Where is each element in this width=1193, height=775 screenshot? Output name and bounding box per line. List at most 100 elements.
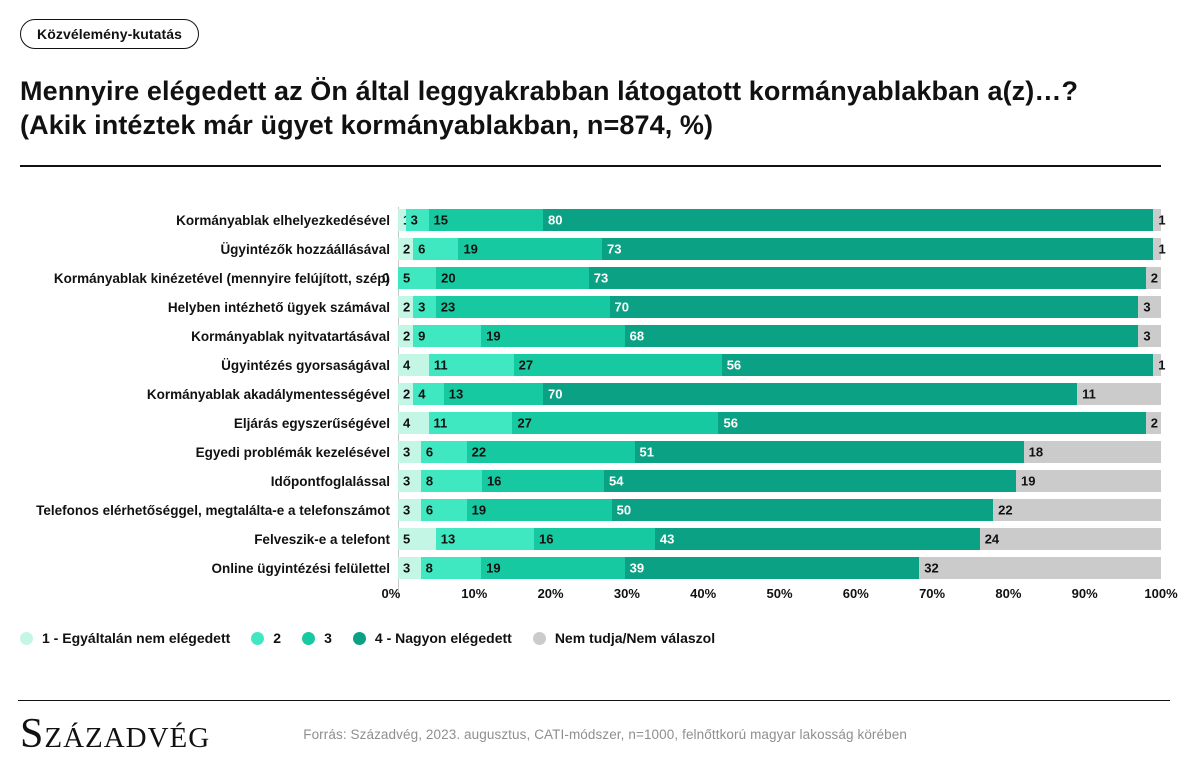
bar-segment: 39 <box>624 557 920 579</box>
bar-segment: 3 <box>398 470 421 492</box>
bar-segment: 1 <box>1153 238 1166 260</box>
bar-segment: 43 <box>654 528 980 550</box>
segment-value-label: 1 <box>1158 241 1166 257</box>
bar-segment: 2 <box>398 325 414 347</box>
bar-segment: 5 <box>398 267 437 289</box>
bar-segment: 11 <box>428 354 514 376</box>
category-label: Kormányablak nyitvatartásával <box>191 328 390 344</box>
legend-color-dot <box>352 631 366 645</box>
segment-value-label: 27 <box>518 357 534 373</box>
segment-value-label: 39 <box>629 560 645 576</box>
bar-segment: 18 <box>1023 441 1161 463</box>
x-axis-tick-label: 0% <box>381 586 401 601</box>
page-title-line1: Mennyire elégedett az Ön által leggyakra… <box>20 76 1079 106</box>
segment-value-label: 18 <box>1028 444 1044 460</box>
stacked-bar: 3 6 22 51 18 <box>398 441 1161 463</box>
x-axis-tick-label: 90% <box>1071 586 1098 601</box>
segment-value-label: 4 <box>418 386 426 402</box>
bar-segment: 3 <box>413 296 436 318</box>
bar-segment: 4 <box>398 354 429 376</box>
segment-value-label: 51 <box>639 444 654 460</box>
x-axis-tick-label: 50% <box>766 586 793 601</box>
chart-rows: Kormányablak elhelyezkedésével1315801Ügy… <box>20 209 1166 579</box>
segment-value-label: 23 <box>440 299 456 315</box>
x-axis-tick-label: 20% <box>537 586 564 601</box>
segment-value-label: 16 <box>538 531 554 547</box>
segment-value-label: 6 <box>418 241 426 257</box>
segment-value-label: 9 <box>418 328 426 344</box>
segment-value-label: 15 <box>433 212 448 228</box>
segment-value-label: 5 <box>403 270 411 286</box>
stacked-bar: 2 6 19 73 1 <box>398 238 1166 260</box>
survey-type-badge-label: Közvélemény-kutatás <box>37 26 183 42</box>
bar-segment: 20 <box>436 267 589 289</box>
bar-segment: 3 <box>405 209 429 231</box>
x-axis-tick-label: 70% <box>919 586 946 601</box>
bar-segment: 70 <box>609 296 1139 318</box>
segment-value-label: 50 <box>616 502 632 518</box>
page-title: Mennyire elégedett az Ön által leggyakra… <box>20 74 1161 142</box>
bar-segment: 19 <box>466 499 612 521</box>
legend-label: 3 <box>324 630 332 646</box>
legend-color-dot <box>302 631 316 645</box>
segment-value-label: 32 <box>924 560 939 576</box>
chart-row: Telefonos elérhetőséggel, megtalálta-e a… <box>20 499 1161 521</box>
footer-divider <box>18 700 1170 701</box>
segment-value-label: 70 <box>547 386 563 402</box>
bar-segment: 11 <box>1077 383 1161 405</box>
stacked-bar: 3 8 19 39 32 <box>398 557 1161 579</box>
bar-segment: 80 <box>542 209 1154 231</box>
footer: Századvég Forrás: Századvég, 2023. augus… <box>20 708 1170 760</box>
chart-row: Ügyintézők hozzáállásával 2 6 19 73 1 <box>20 238 1166 260</box>
bar-segment: 4 <box>413 383 444 405</box>
header-divider <box>20 165 1161 167</box>
segment-value-label: 2 <box>403 328 411 344</box>
legend-item: 2 <box>251 630 281 646</box>
stacked-bar: 3 6 19 50 22 <box>398 499 1161 521</box>
x-axis-tick-label: 80% <box>995 586 1022 601</box>
segment-value-label: 22 <box>998 502 1013 518</box>
bar-segment: 73 <box>601 238 1154 260</box>
legend-item: 4 - Nagyon elégedett <box>352 630 512 646</box>
bar-segment: 1 <box>1153 354 1166 376</box>
segment-value-label: 11 <box>433 415 448 431</box>
chart-row: Helyben intézhető ügyek számával 2 3 23 70 3 <box>20 296 1161 318</box>
legend-item: Nem tudja/Nem válaszol <box>532 630 715 646</box>
source-note: Forrás: Századvég, 2023. augusztus, CATI… <box>303 726 907 742</box>
bar-segment: 6 <box>420 441 467 463</box>
segment-value-label: 13 <box>448 386 464 402</box>
segment-value-label: 11 <box>433 357 448 373</box>
bar-segment: 2 <box>1145 412 1162 434</box>
segment-value-label: 6 <box>425 444 434 460</box>
category-label: Időpontfoglalással <box>270 473 390 489</box>
bar-segment: 32 <box>919 557 1161 579</box>
bar-segment: 2 <box>398 296 414 318</box>
category-label: Egyedi problémák kezelésével <box>195 444 390 460</box>
category-label: Felveszik-e a telefont <box>254 531 390 547</box>
chart-row: Felveszik-e a telefont 5 13 16 43 24 <box>20 528 1161 550</box>
bar-segment: 6 <box>420 499 467 521</box>
chart-row: Online ügyintézési felülettel 3 8 19 39 32 <box>20 557 1161 579</box>
segment-value-label: 54 <box>609 473 624 489</box>
bar-segment: 50 <box>611 499 994 521</box>
bar-segment: 19 <box>481 557 625 579</box>
category-label: Ügyintézés gyorsaságával <box>221 357 390 373</box>
bar-segment: 27 <box>513 354 722 376</box>
bar-segment: 22 <box>466 441 635 463</box>
segment-value-label: 8 <box>425 560 433 576</box>
chart-row: Kormányablak elhelyezkedésével1315801 <box>20 209 1166 231</box>
bar-segment: 56 <box>721 354 1154 376</box>
bar-segment: 3 <box>398 499 421 521</box>
segment-value-label: 56 <box>726 357 742 373</box>
bar-segment: 5 <box>398 528 436 550</box>
bar-segment: 3 <box>1138 296 1161 318</box>
x-axis-tick-label: 100% <box>1144 586 1178 601</box>
segment-value-label: 0 <box>382 270 390 286</box>
bar-segment: 56 <box>718 412 1146 434</box>
bar-segment: 19 <box>481 325 625 347</box>
szazadveg-logo: Századvég <box>20 711 211 757</box>
segment-value-label: 3 <box>403 502 411 518</box>
stacked-bar: 3 8 16 54 19 <box>398 470 1161 492</box>
segment-value-label: 27 <box>517 415 532 431</box>
segment-value-label: 20 <box>441 270 456 286</box>
